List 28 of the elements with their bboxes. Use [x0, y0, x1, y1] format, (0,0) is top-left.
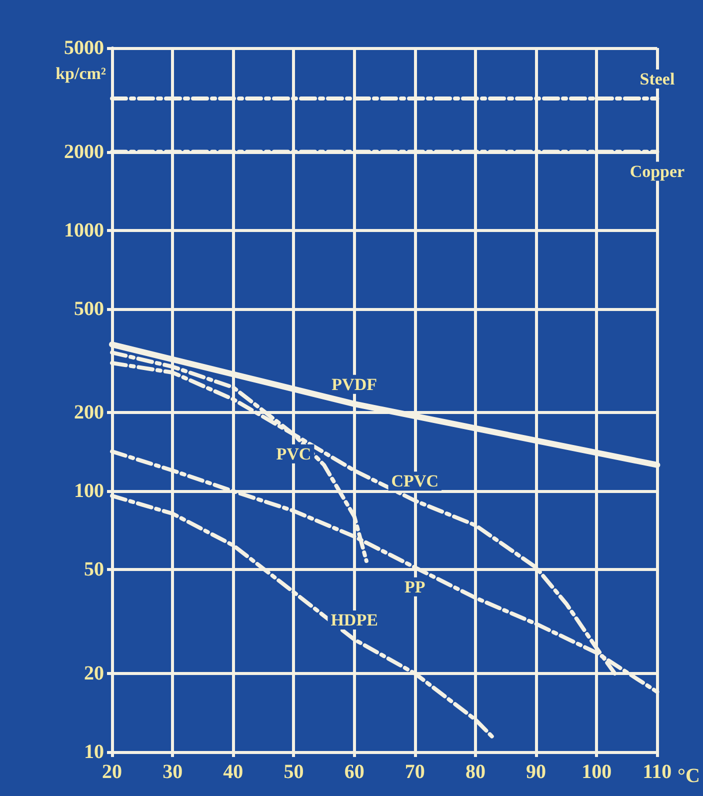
series-label: PVDF	[332, 374, 377, 394]
y-tick-label: 100	[74, 480, 104, 502]
x-tick-label: 90	[526, 761, 546, 783]
y-tick-label: 50	[84, 558, 104, 581]
series-label: HDPE	[330, 610, 378, 630]
y-tick-label: 20	[84, 662, 104, 684]
x-tick-label: 110	[642, 761, 672, 783]
series-label: Steel	[640, 70, 675, 89]
y-tick-label: 10	[84, 741, 104, 763]
x-tick-label: 30	[162, 761, 183, 783]
y-tick-label: 1000	[64, 219, 104, 242]
x-tick-label: 80	[465, 761, 486, 783]
x-tick-label: 20	[102, 761, 122, 783]
series-label: PP	[404, 577, 426, 596]
y-tick-label: 500	[74, 298, 104, 320]
y-tick-label: 2000	[64, 140, 104, 163]
series-label: PVC	[276, 444, 312, 464]
x-tick-label: 60	[344, 761, 364, 783]
x-tick-label: 70	[404, 761, 425, 783]
x-tick-label: 50	[284, 761, 304, 783]
x-tick-label: 100	[582, 761, 612, 783]
series-label: CPVC	[391, 472, 439, 491]
y-axis-title: kp/cm²	[56, 64, 106, 83]
x-tick-label: 40	[223, 761, 244, 783]
x-axis-title: °C	[678, 765, 700, 787]
y-tick-label: 5000	[64, 37, 104, 59]
series-label: Copper	[630, 162, 686, 181]
y-tick-label: 200	[74, 402, 104, 424]
